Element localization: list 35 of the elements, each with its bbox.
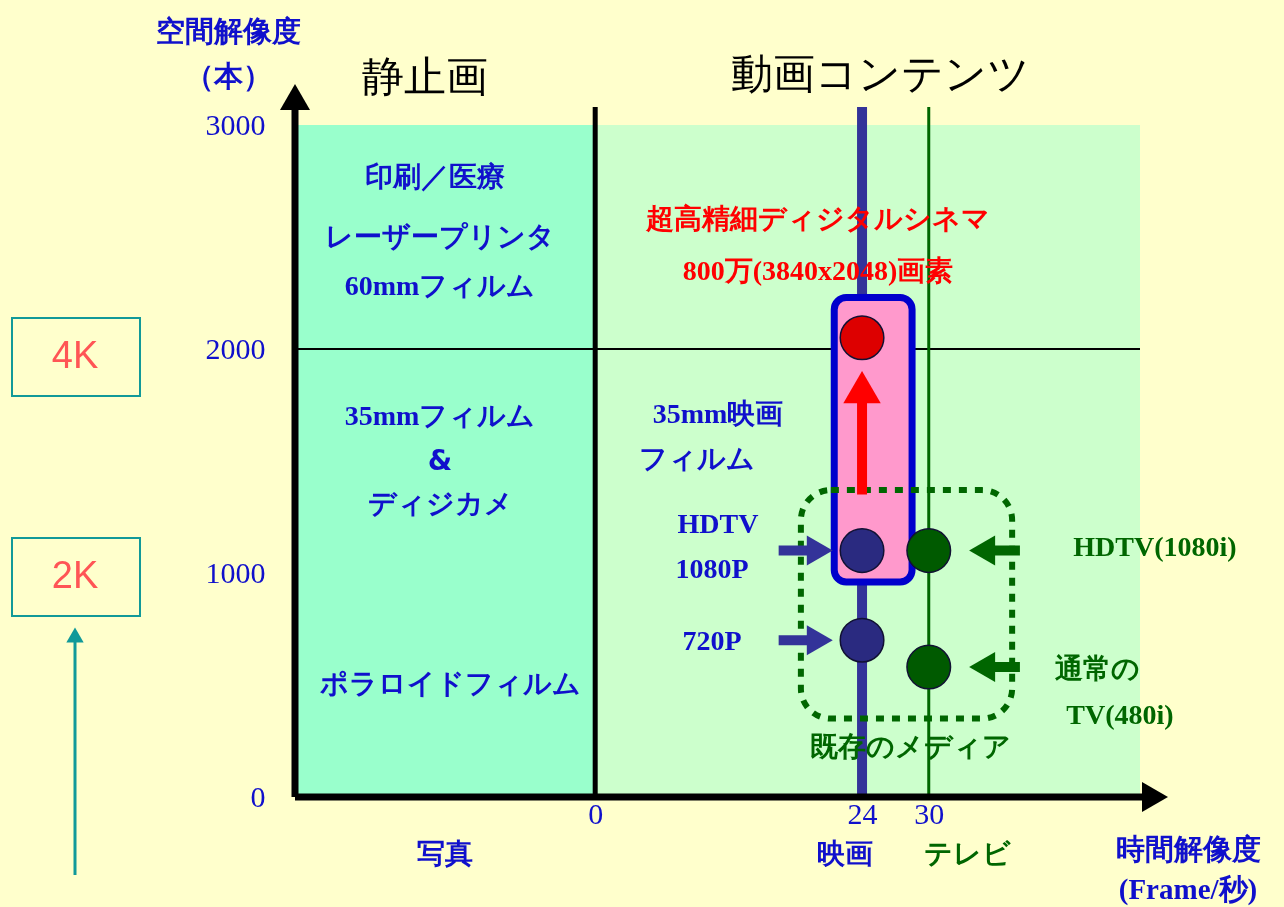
x-tick-label: 24	[847, 796, 878, 830]
annotation: TV(480i)	[1066, 699, 1174, 730]
point	[906, 528, 952, 574]
annotation: レーザープリンタ	[325, 220, 555, 253]
annotation: ポラロイドフィルム	[319, 667, 581, 700]
annotation: &	[427, 444, 453, 477]
x-tick-label: 30	[914, 796, 945, 830]
point	[839, 528, 885, 574]
text: 映画	[817, 837, 873, 870]
annotation: ディジカメ	[367, 487, 513, 520]
point	[906, 644, 952, 690]
annotation: 60mmフィルム	[344, 270, 536, 301]
annotation: 720P	[682, 625, 742, 656]
y-tick-label: 1000	[205, 555, 266, 589]
point	[839, 315, 885, 361]
annotation: HDTV(1080i)	[1073, 531, 1237, 562]
y-tick-label: 3000	[205, 107, 266, 141]
annotation: 通常の	[1054, 652, 1140, 685]
y-axis-title: 空間解像度（本）	[155, 14, 301, 93]
annotation: フィルム	[639, 442, 755, 475]
x-axis-title: 時間解像度(Frame/秒)	[1115, 832, 1261, 906]
text: 写真	[417, 837, 473, 870]
annotation: 35mmフィルム	[344, 400, 536, 431]
text: 4K	[51, 334, 99, 376]
annotation: 35mm映画	[652, 398, 784, 429]
text: 動画コンテンツ	[730, 49, 1030, 98]
annotation: 印刷／医療	[365, 160, 505, 193]
point	[839, 617, 885, 663]
annotation: 1080P	[675, 553, 749, 584]
text: 2K	[51, 554, 99, 596]
text: テレビ	[923, 837, 1011, 870]
x-tick-label: 0	[588, 796, 604, 830]
text: 静止画	[362, 52, 488, 101]
y-tick-label: 2000	[205, 331, 266, 365]
annotation: HDTV	[677, 508, 759, 539]
